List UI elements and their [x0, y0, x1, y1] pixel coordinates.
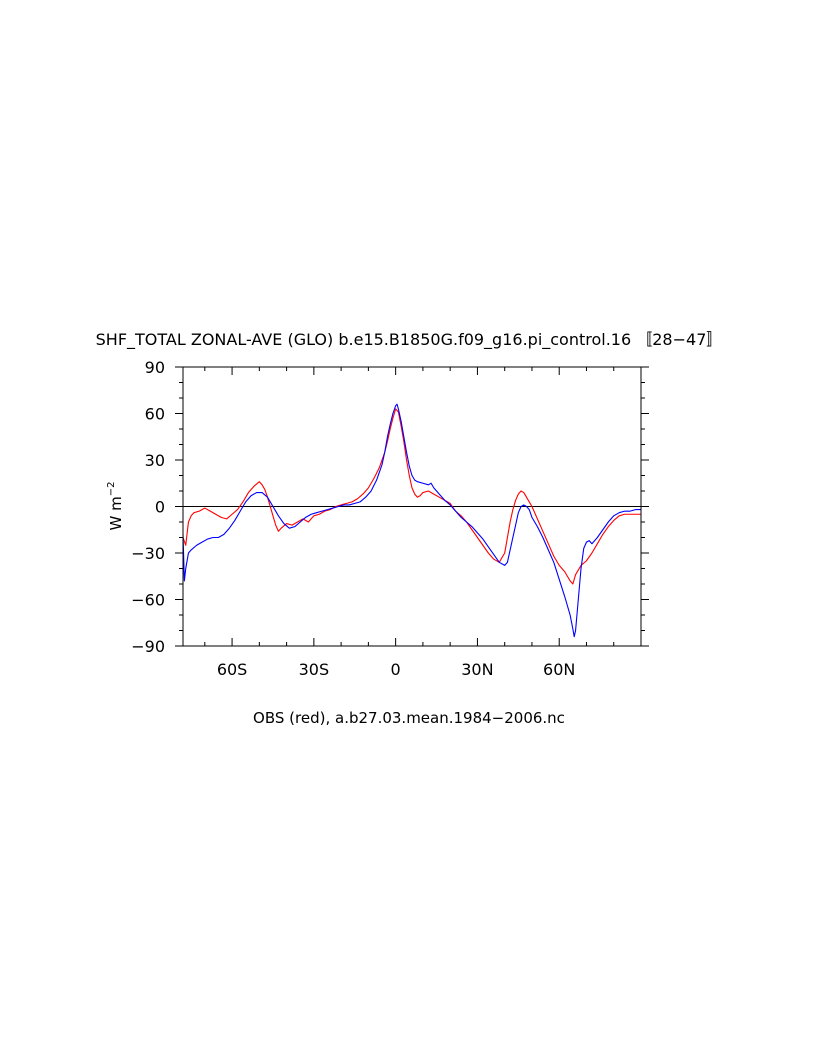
x-axis-label: OBS (red), a.b27.03.mean.1984−2006.nc [253, 709, 565, 727]
x-tick-label-3: 30N [461, 660, 493, 679]
x-tick-label-0: 60S [217, 660, 248, 679]
y-axis-label: W m−2 [106, 482, 125, 531]
y-tick-label-1: 60 [145, 405, 165, 424]
y-tick-label-0: 90 [145, 358, 165, 377]
x-tick-label-4: 60N [543, 660, 575, 679]
y-tick-label-6: −90 [131, 637, 165, 656]
y-axis-label-unit: W m [107, 496, 125, 530]
y-tick-label-4: −30 [131, 544, 165, 563]
y-tick-label-3: 0 [155, 498, 165, 517]
series-line-0 [183, 408, 641, 585]
plot-area: 60S 30S 0 30N 60N 90 60 30 0 −30 −60 −90 [131, 358, 649, 679]
y-tick-label-5: −60 [131, 591, 165, 610]
x-tick-label-1: 30S [299, 660, 330, 679]
x-tick-label-2: 0 [391, 660, 401, 679]
series-line-1 [183, 403, 641, 638]
y-axis-label-exponent: −2 [106, 482, 117, 497]
chart-title: SHF_TOTAL ZONAL-AVE (GLO) b.e15.B1850G.f… [96, 330, 723, 350]
y-tick-label-2: 30 [145, 451, 165, 470]
